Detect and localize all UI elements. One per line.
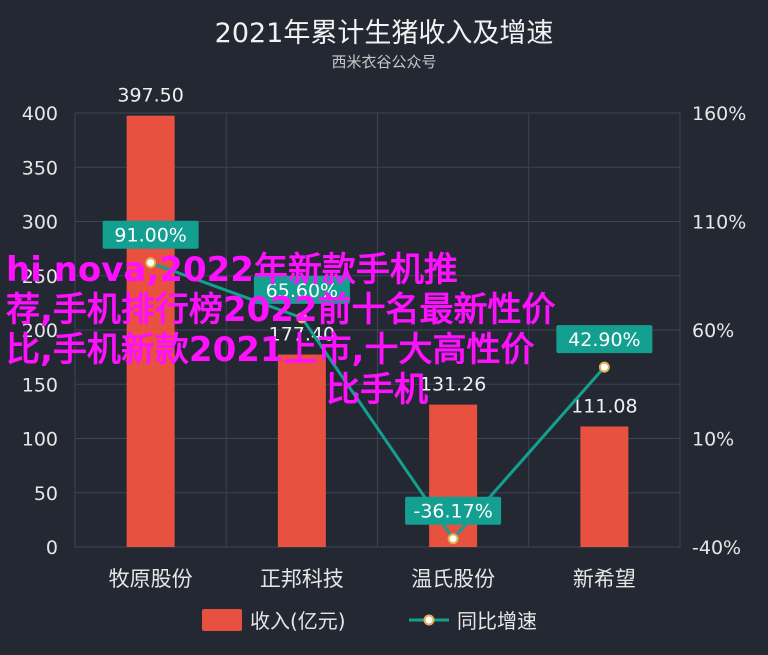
y-right-tick: -40%: [692, 537, 741, 559]
y-left-tick: 300: [22, 212, 58, 234]
y-left-tick: 50: [34, 483, 58, 505]
line-label-box: [556, 325, 653, 354]
line-label-box: [405, 496, 502, 525]
y-right-tick: 110%: [692, 212, 746, 234]
legend-line-label: 同比增速: [457, 609, 537, 633]
y-right-tick: 60%: [692, 320, 734, 342]
y-right-tick: 10%: [692, 429, 734, 451]
bar: [429, 404, 478, 547]
bar-value-label: 131.26: [420, 374, 486, 396]
x-category-label: 正邦科技: [260, 567, 344, 591]
line-label-box: [102, 220, 199, 249]
y-left-tick: 150: [22, 374, 58, 396]
growth-line: [150, 261, 606, 542]
bar-value-label: 111.08: [571, 395, 637, 417]
y-right-tick: 160%: [692, 103, 746, 125]
y-left-tick: 200: [22, 320, 58, 342]
y-left-tick: 350: [22, 157, 58, 179]
y-left-tick: 100: [22, 429, 58, 451]
line-value-label: 65.60%: [266, 280, 338, 302]
line-point: [296, 312, 308, 324]
bar-value-label: 397.50: [117, 85, 183, 107]
line-value-label: -36.17%: [413, 501, 492, 523]
y-left-tick: 400: [22, 103, 58, 125]
x-category-label: 新希望: [573, 567, 636, 591]
x-category-label: 温氏股份: [411, 567, 495, 591]
line-value-label: 91.00%: [114, 225, 186, 247]
bar: [277, 354, 326, 547]
legend-bar-swatch: [202, 609, 242, 631]
chart-subtitle: 西米衣谷公众号: [331, 53, 436, 71]
line-point: [145, 257, 157, 269]
legend-line-dot: [423, 614, 435, 626]
bar: [126, 115, 175, 548]
line-value-label: 42.90%: [568, 329, 640, 351]
x-category-label: 牧原股份: [109, 567, 193, 591]
legend-bar-label: 收入(亿元): [250, 609, 346, 633]
y-left-tick: 0: [46, 537, 58, 559]
y-left-tick: 250: [22, 266, 58, 288]
line-point: [447, 533, 459, 545]
line-label-box: [253, 275, 350, 304]
line-point: [598, 361, 610, 373]
chart-title: 2021年累计生猪收入及增速: [215, 18, 554, 49]
bar-value-label: 177.40: [269, 324, 335, 346]
bar: [580, 426, 629, 547]
